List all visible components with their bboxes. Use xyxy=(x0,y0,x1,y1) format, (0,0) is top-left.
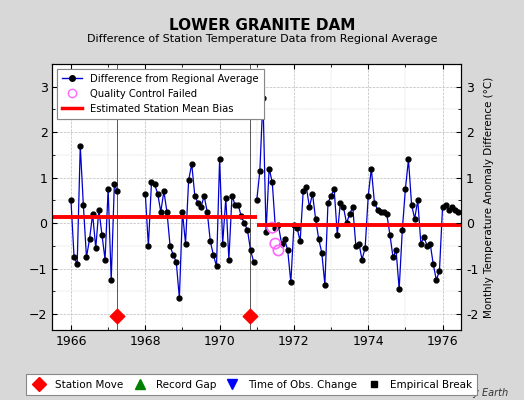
Text: Difference of Station Temperature Data from Regional Average: Difference of Station Temperature Data f… xyxy=(87,34,437,44)
Point xyxy=(271,240,279,247)
Text: Berkeley Earth: Berkeley Earth xyxy=(436,388,508,398)
Point xyxy=(274,247,282,254)
Point xyxy=(268,224,277,231)
Legend: Difference from Regional Average, Quality Control Failed, Estimated Station Mean: Difference from Regional Average, Qualit… xyxy=(58,69,264,119)
Point xyxy=(113,313,122,320)
Text: LOWER GRANITE DAM: LOWER GRANITE DAM xyxy=(169,18,355,33)
Point xyxy=(246,313,255,320)
Legend: Station Move, Record Gap, Time of Obs. Change, Empirical Break: Station Move, Record Gap, Time of Obs. C… xyxy=(26,374,477,395)
Y-axis label: Monthly Temperature Anomaly Difference (°C): Monthly Temperature Anomaly Difference (… xyxy=(484,76,494,318)
